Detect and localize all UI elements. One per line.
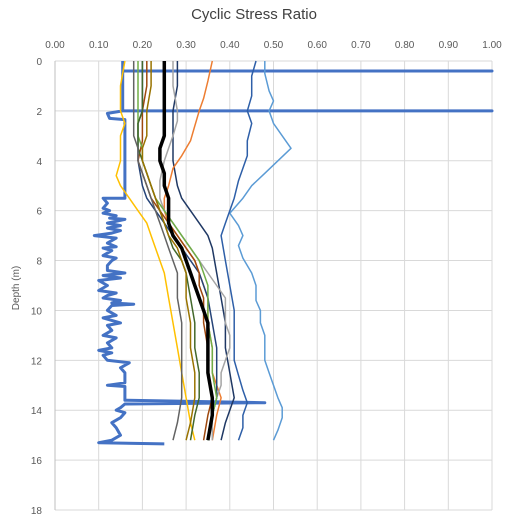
x-tick-label: 0.50 [264, 40, 284, 51]
chart-title: Cyclic Stress Ratio [191, 6, 317, 23]
y-tick-label: 2 [36, 107, 42, 118]
series-line-12 [132, 61, 183, 441]
x-tick-label: 0.30 [176, 40, 196, 51]
x-tick-label: 0.80 [395, 40, 415, 51]
x-tick-label: 0.60 [307, 40, 327, 51]
series-line-2 [229, 61, 292, 441]
x-tick-label: 0.90 [439, 40, 459, 51]
y-tick-label: 18 [31, 506, 43, 517]
series-line-4 [172, 61, 235, 441]
x-tick-label: 0.70 [351, 40, 371, 51]
y-tick-label: 8 [36, 257, 42, 268]
series-lines [92, 60, 494, 446]
x-tick-label: 0.10 [89, 40, 109, 51]
x-tick-label: 0.20 [133, 40, 153, 51]
y-tick-label: 16 [31, 456, 43, 467]
x-tick-label: 1.00 [482, 40, 502, 51]
y-axis-label: Depth (m) [11, 266, 22, 310]
x-tick-label: 0.40 [220, 40, 240, 51]
y-tick-label: 12 [31, 356, 43, 367]
y-tick-label: 14 [31, 406, 43, 417]
axes: 0.00 0.10 0.20 0.30 0.40 0.50 0.60 0.70 0.80 0.90… [31, 40, 502, 517]
y-tick-label: 4 [36, 157, 42, 168]
y-tick-label: 10 [31, 306, 43, 317]
series-line-14 [158, 61, 215, 441]
y-tick-label: 0 [36, 57, 42, 68]
x-tick-label: 0.00 [45, 40, 65, 51]
series-line-13 [141, 61, 196, 441]
series-line-1 [92, 61, 494, 446]
series-line-3 [220, 60, 257, 441]
y-tick-label: 6 [36, 207, 42, 218]
series-line-7 [115, 60, 196, 441]
